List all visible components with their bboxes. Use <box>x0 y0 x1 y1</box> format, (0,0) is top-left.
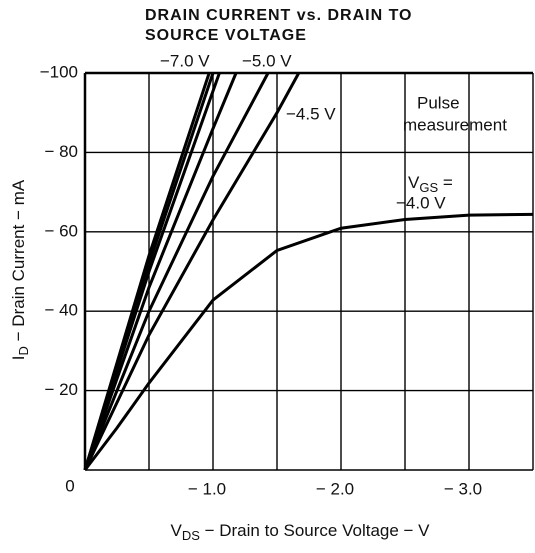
curve <box>83 212 534 471</box>
y-axis-label: ID − Drain Current − mA <box>9 179 31 360</box>
y-tick-label: − 60 <box>44 221 78 240</box>
x-axis-label: VDS − Drain to Source Voltage − V <box>170 521 430 543</box>
x-tick-label: − 3.0 <box>444 479 482 498</box>
series-label: −5.0 V <box>242 51 292 70</box>
curve <box>83 72 301 471</box>
chart-title: DRAIN CURRENT vs. DRAIN TO <box>145 7 413 24</box>
y-tick-label: −100 <box>40 62 78 81</box>
annotation: Pulse <box>417 93 460 112</box>
series-label: −4.5 V <box>286 104 336 123</box>
curve <box>83 72 270 471</box>
curve <box>83 72 238 471</box>
y-tick-label: − 80 <box>44 142 78 161</box>
curve <box>83 72 221 471</box>
y-tick-label: − 40 <box>44 301 78 320</box>
series-label: −7.0 V <box>160 51 210 70</box>
annotation: VGS = <box>408 173 453 195</box>
y-tick-label: − 20 <box>44 380 78 399</box>
x-tick-label: − 2.0 <box>316 479 354 498</box>
series-label: −4.0 V <box>396 193 446 212</box>
y-tick-label: 0 <box>65 476 74 495</box>
annotation: measurement <box>403 115 507 134</box>
chart-title: SOURCE VOLTAGE <box>145 27 307 44</box>
curve <box>83 72 211 471</box>
x-tick-label: − 1.0 <box>188 479 226 498</box>
